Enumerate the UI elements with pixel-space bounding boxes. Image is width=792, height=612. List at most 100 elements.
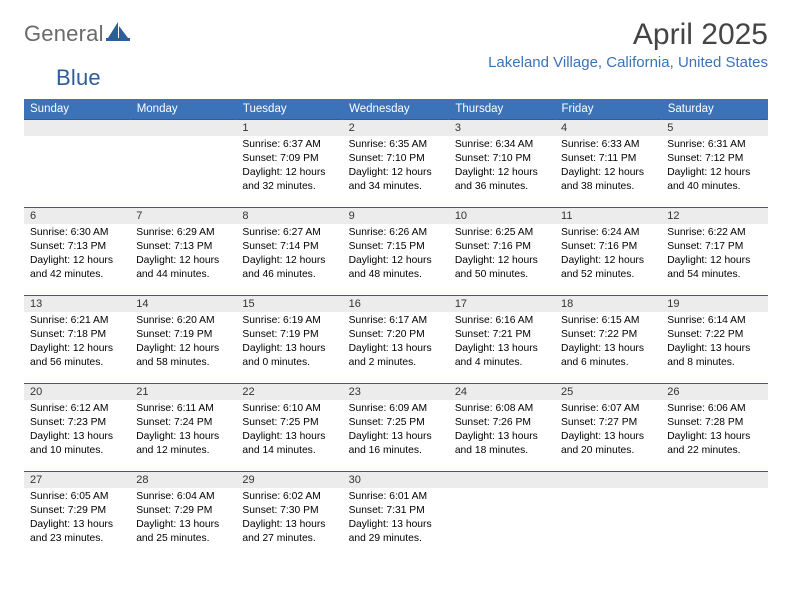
daylight-text: Daylight: 13 hours and 4 minutes. [455,342,549,370]
calendar-cell: 8Sunrise: 6:27 AMSunset: 7:14 PMDaylight… [236,208,342,296]
day-body: Sunrise: 6:25 AMSunset: 7:16 PMDaylight:… [449,224,555,286]
day-number: 30 [343,472,449,488]
day-number: 29 [236,472,342,488]
day-number: 22 [236,384,342,400]
calendar-cell: 4Sunrise: 6:33 AMSunset: 7:11 PMDaylight… [555,120,661,208]
calendar-cell: 21Sunrise: 6:11 AMSunset: 7:24 PMDayligh… [130,384,236,472]
sunrise-text: Sunrise: 6:02 AM [242,490,336,504]
title-block: April 2025 Lakeland Village, California,… [488,18,768,71]
sunrise-text: Sunrise: 6:04 AM [136,490,230,504]
calendar-cell: 27Sunrise: 6:05 AMSunset: 7:29 PMDayligh… [24,472,130,560]
logo: General [24,20,132,47]
daylight-text: Daylight: 13 hours and 20 minutes. [561,430,655,458]
calendar-row: 6Sunrise: 6:30 AMSunset: 7:13 PMDaylight… [24,208,768,296]
daylight-text: Daylight: 12 hours and 56 minutes. [30,342,124,370]
calendar-cell [449,472,555,560]
sunrise-text: Sunrise: 6:35 AM [349,138,443,152]
day-number: 15 [236,296,342,312]
day-body: Sunrise: 6:15 AMSunset: 7:22 PMDaylight:… [555,312,661,374]
day-header: Thursday [449,99,555,120]
sunrise-text: Sunrise: 6:37 AM [242,138,336,152]
calendar-cell: 11Sunrise: 6:24 AMSunset: 7:16 PMDayligh… [555,208,661,296]
calendar-cell: 12Sunrise: 6:22 AMSunset: 7:17 PMDayligh… [661,208,767,296]
day-number: 21 [130,384,236,400]
day-number: 18 [555,296,661,312]
day-header: Tuesday [236,99,342,120]
sunset-text: Sunset: 7:28 PM [667,416,761,430]
day-body: Sunrise: 6:30 AMSunset: 7:13 PMDaylight:… [24,224,130,286]
day-number: 23 [343,384,449,400]
calendar-cell: 9Sunrise: 6:26 AMSunset: 7:15 PMDaylight… [343,208,449,296]
calendar-cell: 2Sunrise: 6:35 AMSunset: 7:10 PMDaylight… [343,120,449,208]
daylight-text: Daylight: 12 hours and 40 minutes. [667,166,761,194]
calendar-cell: 23Sunrise: 6:09 AMSunset: 7:25 PMDayligh… [343,384,449,472]
sunrise-text: Sunrise: 6:22 AM [667,226,761,240]
sunset-text: Sunset: 7:09 PM [242,152,336,166]
daylight-text: Daylight: 13 hours and 12 minutes. [136,430,230,458]
day-body: Sunrise: 6:24 AMSunset: 7:16 PMDaylight:… [555,224,661,286]
daylight-text: Daylight: 13 hours and 27 minutes. [242,518,336,546]
daylight-text: Daylight: 13 hours and 2 minutes. [349,342,443,370]
day-number: 28 [130,472,236,488]
daylight-text: Daylight: 12 hours and 50 minutes. [455,254,549,282]
daylight-text: Daylight: 12 hours and 34 minutes. [349,166,443,194]
day-body: Sunrise: 6:34 AMSunset: 7:10 PMDaylight:… [449,136,555,198]
sunset-text: Sunset: 7:29 PM [136,504,230,518]
day-body: Sunrise: 6:16 AMSunset: 7:21 PMDaylight:… [449,312,555,374]
day-body: Sunrise: 6:02 AMSunset: 7:30 PMDaylight:… [236,488,342,550]
daylight-text: Daylight: 13 hours and 8 minutes. [667,342,761,370]
calendar-cell [24,120,130,208]
calendar-cell [555,472,661,560]
calendar-cell: 29Sunrise: 6:02 AMSunset: 7:30 PMDayligh… [236,472,342,560]
day-number: 12 [661,208,767,224]
sunrise-text: Sunrise: 6:05 AM [30,490,124,504]
day-number-bar [449,472,555,488]
sunrise-text: Sunrise: 6:12 AM [30,402,124,416]
daylight-text: Daylight: 13 hours and 22 minutes. [667,430,761,458]
calendar-row: 27Sunrise: 6:05 AMSunset: 7:29 PMDayligh… [24,472,768,560]
sunset-text: Sunset: 7:16 PM [455,240,549,254]
daylight-text: Daylight: 12 hours and 42 minutes. [30,254,124,282]
day-body: Sunrise: 6:07 AMSunset: 7:27 PMDaylight:… [555,400,661,462]
sunrise-text: Sunrise: 6:14 AM [667,314,761,328]
daylight-text: Daylight: 13 hours and 29 minutes. [349,518,443,546]
sunset-text: Sunset: 7:16 PM [561,240,655,254]
sunset-text: Sunset: 7:20 PM [349,328,443,342]
sunset-text: Sunset: 7:30 PM [242,504,336,518]
day-header: Monday [130,99,236,120]
sunset-text: Sunset: 7:17 PM [667,240,761,254]
daylight-text: Daylight: 13 hours and 18 minutes. [455,430,549,458]
calendar-table: SundayMondayTuesdayWednesdayThursdayFrid… [24,99,768,560]
daylight-text: Daylight: 12 hours and 48 minutes. [349,254,443,282]
calendar-body: 1Sunrise: 6:37 AMSunset: 7:09 PMDaylight… [24,120,768,560]
daylight-text: Daylight: 12 hours and 32 minutes. [242,166,336,194]
daylight-text: Daylight: 13 hours and 14 minutes. [242,430,336,458]
sunrise-text: Sunrise: 6:21 AM [30,314,124,328]
day-number: 11 [555,208,661,224]
sunset-text: Sunset: 7:10 PM [349,152,443,166]
sunset-text: Sunset: 7:13 PM [30,240,124,254]
daylight-text: Daylight: 13 hours and 0 minutes. [242,342,336,370]
day-number: 4 [555,120,661,136]
calendar-cell: 16Sunrise: 6:17 AMSunset: 7:20 PMDayligh… [343,296,449,384]
day-number: 1 [236,120,342,136]
day-number-bar [130,120,236,136]
sunset-text: Sunset: 7:22 PM [667,328,761,342]
day-number: 16 [343,296,449,312]
calendar-head: SundayMondayTuesdayWednesdayThursdayFrid… [24,99,768,120]
day-number: 14 [130,296,236,312]
sunrise-text: Sunrise: 6:07 AM [561,402,655,416]
sunset-text: Sunset: 7:19 PM [242,328,336,342]
day-body: Sunrise: 6:29 AMSunset: 7:13 PMDaylight:… [130,224,236,286]
sunset-text: Sunset: 7:13 PM [136,240,230,254]
sunrise-text: Sunrise: 6:25 AM [455,226,549,240]
sunset-text: Sunset: 7:25 PM [242,416,336,430]
calendar-cell: 5Sunrise: 6:31 AMSunset: 7:12 PMDaylight… [661,120,767,208]
day-number-bar [661,472,767,488]
day-body: Sunrise: 6:12 AMSunset: 7:23 PMDaylight:… [24,400,130,462]
day-number: 19 [661,296,767,312]
sunrise-text: Sunrise: 6:30 AM [30,226,124,240]
calendar-cell: 24Sunrise: 6:08 AMSunset: 7:26 PMDayligh… [449,384,555,472]
calendar-cell: 26Sunrise: 6:06 AMSunset: 7:28 PMDayligh… [661,384,767,472]
calendar-cell: 25Sunrise: 6:07 AMSunset: 7:27 PMDayligh… [555,384,661,472]
